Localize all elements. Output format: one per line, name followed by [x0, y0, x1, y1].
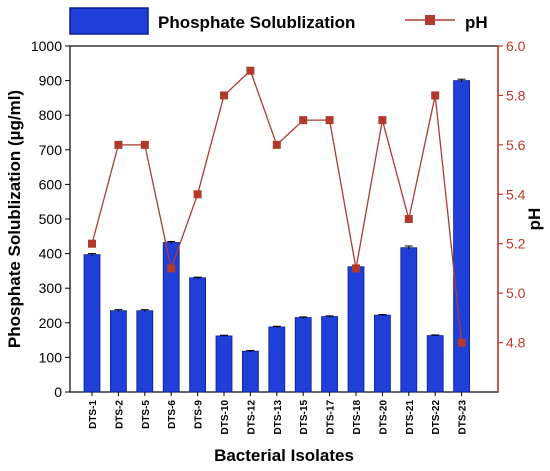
left-tick-label: 100: [39, 349, 63, 365]
category-label: DTS-22: [431, 400, 442, 435]
ph-marker: [431, 91, 440, 100]
category-label: DTS-21: [405, 400, 416, 435]
bar: [241, 350, 259, 393]
right-tick-label: 5.2: [506, 236, 526, 252]
legend-marker-ph: [425, 15, 435, 25]
bar-series: [83, 78, 471, 393]
category-label: DTS-6: [167, 400, 178, 429]
bar: [373, 314, 391, 393]
category-labels: DTS-1 DTS-2 DTS-5 DTS-6 DTS-9 DTS-10 DTS-12 DTS…: [88, 392, 469, 434]
bar: [136, 310, 154, 393]
ph-marker: [167, 264, 176, 273]
right-tick-label: 4.8: [506, 335, 526, 351]
bar: [426, 335, 444, 393]
ph-marker: [325, 116, 334, 125]
ph-marker: [114, 140, 123, 149]
legend-label-ph: pH: [465, 13, 488, 32]
legend-swatch-bar: [69, 7, 149, 35]
ph-marker: [193, 190, 202, 199]
ph-marker: [299, 116, 308, 125]
ph-marker: [352, 264, 360, 273]
category-label: DTS-15: [299, 400, 310, 435]
left-tick-label: 200: [39, 315, 63, 331]
category-label: DTS-1: [88, 400, 99, 429]
category-label: DTS-5: [141, 400, 152, 429]
ph-series: [88, 66, 466, 347]
left-tick-label: 1000: [31, 38, 62, 54]
ph-marker: [404, 215, 413, 223]
left-tick-label: 300: [39, 280, 63, 296]
category-label: DTS-18: [352, 400, 363, 435]
left-tick-label: 600: [39, 176, 63, 192]
category-label: DTS-23: [458, 400, 469, 435]
legend: Phosphate Solublization pH: [69, 7, 488, 35]
bar: [215, 335, 233, 393]
category-label: DTS-10: [220, 400, 231, 435]
left-tick-label: 800: [39, 107, 63, 123]
category-label: DTS-2: [114, 400, 125, 429]
right-axis-ticks: 4.8 5.0 5.2 5.4 5.6 5.8 6.0: [498, 38, 526, 351]
right-tick-label: 5.0: [506, 285, 526, 301]
left-tick-label: 0: [54, 384, 62, 400]
right-tick-label: 5.4: [506, 186, 526, 202]
category-label: DTS-17: [326, 400, 337, 435]
x-axis-title: Bacterial Isolates: [214, 446, 354, 465]
left-tick-label: 900: [39, 73, 63, 89]
right-tick-label: 6.0: [506, 38, 526, 54]
ph-marker: [457, 338, 466, 347]
left-tick-label: 500: [39, 211, 63, 227]
bar: [83, 254, 101, 393]
bar: [189, 277, 207, 393]
y-axis-right-title: pH: [525, 208, 544, 231]
left-axis-ticks: 0 100 200 300 400 500 600 700 800 900 1000: [31, 38, 70, 400]
bar: [294, 317, 312, 393]
ph-marker: [140, 140, 149, 149]
y-axis-left-title: Phosphate Solublization (µg/ml): [5, 90, 24, 348]
bar: [110, 310, 127, 393]
ph-marker: [272, 140, 281, 149]
category-label: DTS-20: [378, 400, 389, 435]
ph-marker: [220, 91, 228, 100]
category-label: DTS-12: [246, 400, 257, 435]
category-label: DTS-9: [194, 400, 205, 429]
left-tick-label: 400: [39, 246, 63, 262]
category-label: DTS-13: [273, 400, 284, 435]
right-tick-label: 5.6: [506, 137, 526, 153]
legend-label-bar: Phosphate Solublization: [158, 13, 355, 32]
left-tick-label: 700: [39, 142, 63, 158]
right-tick-label: 5.8: [506, 87, 526, 103]
bar: [347, 266, 365, 393]
ph-marker: [378, 116, 387, 125]
bar: [400, 247, 418, 393]
bar: [268, 326, 286, 393]
ph-marker: [88, 239, 96, 248]
bar: [321, 316, 339, 393]
ph-marker: [246, 66, 255, 75]
